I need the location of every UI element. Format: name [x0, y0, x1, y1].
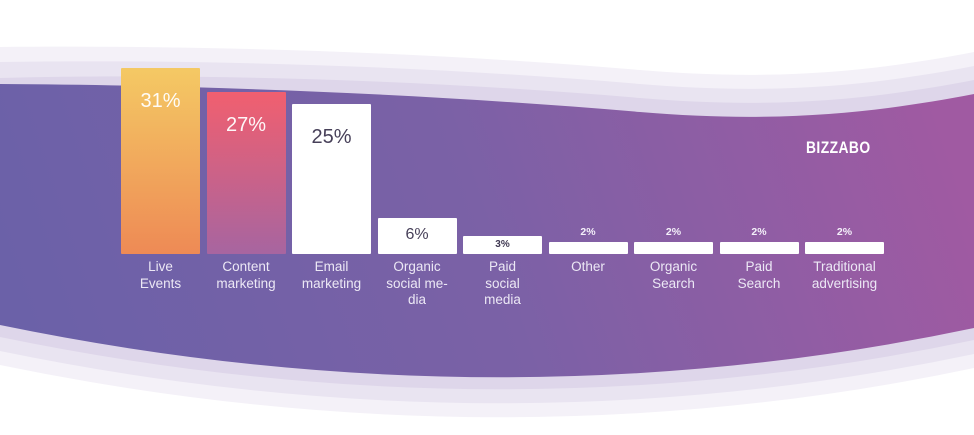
bar-category-label: Paid Search — [737, 259, 781, 291]
bar-paid-social-media — [463, 236, 542, 254]
bar-organic-social-media — [377, 218, 457, 254]
bar-category-label: Email marketing — [301, 259, 362, 291]
bar-category-label: Content marketing — [216, 259, 276, 291]
bar-email-marketing — [292, 104, 371, 254]
bar-value-label: 2% — [751, 226, 767, 238]
bar-value-label: 6% — [405, 226, 429, 243]
bar-paid-search — [719, 242, 799, 254]
bar-content-marketing — [206, 92, 286, 254]
bar-traditional-advertising — [805, 242, 884, 254]
bar-category-label: Other — [571, 259, 605, 274]
bizzabo-logo: BIZZABO — [806, 139, 871, 157]
bar-other — [548, 242, 628, 254]
bar-value-label: 27% — [225, 114, 267, 136]
bar-category-label: Organic social me- dia — [386, 259, 448, 307]
bar-category-label: Paid social media — [484, 259, 521, 307]
bar-organic-search — [634, 242, 713, 254]
bar-live-events — [121, 68, 200, 254]
bar-category-label: Traditional advertising — [811, 259, 878, 291]
bar-value-label: 2% — [580, 226, 596, 238]
bar-value-label: 2% — [665, 226, 682, 238]
bar-value-label: 25% — [311, 126, 352, 148]
bar-value-label: 31% — [140, 90, 181, 112]
bar-category-label: Live Events — [139, 259, 182, 291]
bar-value-label: 3% — [495, 239, 510, 250]
bar-category-label: Organic Search — [649, 259, 698, 291]
bar-value-label: 2% — [836, 226, 853, 238]
